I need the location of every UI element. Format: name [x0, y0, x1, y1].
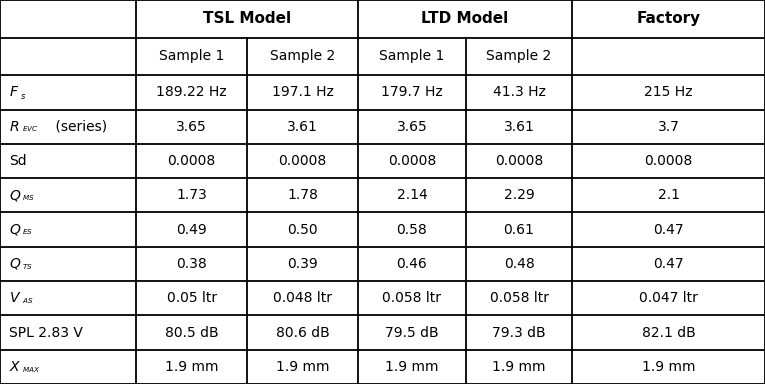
- Text: $_{TS}$: $_{TS}$: [21, 262, 33, 272]
- Text: $_{EVC}$: $_{EVC}$: [21, 124, 38, 134]
- Text: $X$: $X$: [9, 360, 21, 374]
- Text: 3.65: 3.65: [396, 120, 428, 134]
- Text: 0.0008: 0.0008: [644, 154, 693, 168]
- Text: 0.0008: 0.0008: [168, 154, 216, 168]
- Text: 0.47: 0.47: [653, 257, 684, 271]
- Text: 0.47: 0.47: [653, 223, 684, 237]
- Text: 2.29: 2.29: [503, 188, 535, 202]
- Text: Sample 2: Sample 2: [270, 50, 335, 63]
- Text: 0.047 ltr: 0.047 ltr: [640, 291, 698, 305]
- Text: 0.50: 0.50: [287, 223, 318, 237]
- Text: 3.61: 3.61: [287, 120, 318, 134]
- Text: 0.39: 0.39: [287, 257, 318, 271]
- Text: 3.61: 3.61: [503, 120, 535, 134]
- Text: 0.0008: 0.0008: [278, 154, 327, 168]
- Text: $R$: $R$: [9, 120, 20, 134]
- Text: 1.9 mm: 1.9 mm: [642, 360, 695, 374]
- Text: $_{ES}$: $_{ES}$: [21, 227, 33, 237]
- Text: 0.46: 0.46: [396, 257, 428, 271]
- Text: 1.78: 1.78: [287, 188, 318, 202]
- Text: 0.048 ltr: 0.048 ltr: [273, 291, 332, 305]
- Text: 179.7 Hz: 179.7 Hz: [381, 85, 443, 99]
- Text: TSL Model: TSL Model: [203, 11, 291, 26]
- Text: 79.5 dB: 79.5 dB: [385, 326, 439, 339]
- Text: LTD Model: LTD Model: [422, 11, 509, 26]
- Text: 80.5 dB: 80.5 dB: [164, 326, 219, 339]
- Text: 0.61: 0.61: [503, 223, 535, 237]
- Text: SPL 2.83 V: SPL 2.83 V: [9, 326, 83, 339]
- Text: 0.49: 0.49: [176, 223, 207, 237]
- Text: 1.73: 1.73: [176, 188, 207, 202]
- Text: 189.22 Hz: 189.22 Hz: [156, 85, 227, 99]
- Text: 3.65: 3.65: [176, 120, 207, 134]
- Text: Factory: Factory: [636, 11, 701, 26]
- Text: $Q$: $Q$: [9, 257, 21, 271]
- Text: 1.9 mm: 1.9 mm: [165, 360, 218, 374]
- Text: $_{MS}$: $_{MS}$: [21, 193, 34, 203]
- Text: 2.1: 2.1: [658, 188, 679, 202]
- Text: 0.48: 0.48: [503, 257, 535, 271]
- Text: 1.9 mm: 1.9 mm: [386, 360, 438, 374]
- Text: 0.38: 0.38: [176, 257, 207, 271]
- Text: Sample 2: Sample 2: [487, 50, 552, 63]
- Text: $_{AS}$: $_{AS}$: [21, 296, 34, 306]
- Text: 0.058 ltr: 0.058 ltr: [382, 291, 441, 305]
- Text: $Q$: $Q$: [9, 188, 21, 203]
- Text: 79.3 dB: 79.3 dB: [492, 326, 546, 339]
- Text: 82.1 dB: 82.1 dB: [642, 326, 695, 339]
- Text: $V$: $V$: [9, 291, 21, 305]
- Text: 0.0008: 0.0008: [495, 154, 543, 168]
- Text: 0.05 ltr: 0.05 ltr: [167, 291, 216, 305]
- Text: 0.0008: 0.0008: [388, 154, 436, 168]
- Text: $Q$: $Q$: [9, 222, 21, 237]
- Text: $_{MAX}$: $_{MAX}$: [21, 365, 40, 375]
- Text: 80.6 dB: 80.6 dB: [275, 326, 330, 339]
- Text: $_s$: $_s$: [21, 89, 27, 102]
- Text: Sample 1: Sample 1: [379, 50, 444, 63]
- Text: 0.58: 0.58: [396, 223, 428, 237]
- Text: 41.3 Hz: 41.3 Hz: [493, 85, 545, 99]
- Text: 1.9 mm: 1.9 mm: [493, 360, 545, 374]
- Text: 0.058 ltr: 0.058 ltr: [490, 291, 549, 305]
- Text: (series): (series): [50, 120, 107, 134]
- Text: $F$: $F$: [9, 85, 19, 99]
- Text: 2.14: 2.14: [396, 188, 428, 202]
- Text: Sample 1: Sample 1: [159, 50, 224, 63]
- Text: 1.9 mm: 1.9 mm: [276, 360, 329, 374]
- Text: Sd: Sd: [9, 154, 27, 168]
- Text: 215 Hz: 215 Hz: [644, 85, 693, 99]
- Text: 3.7: 3.7: [658, 120, 679, 134]
- Text: 197.1 Hz: 197.1 Hz: [272, 85, 334, 99]
